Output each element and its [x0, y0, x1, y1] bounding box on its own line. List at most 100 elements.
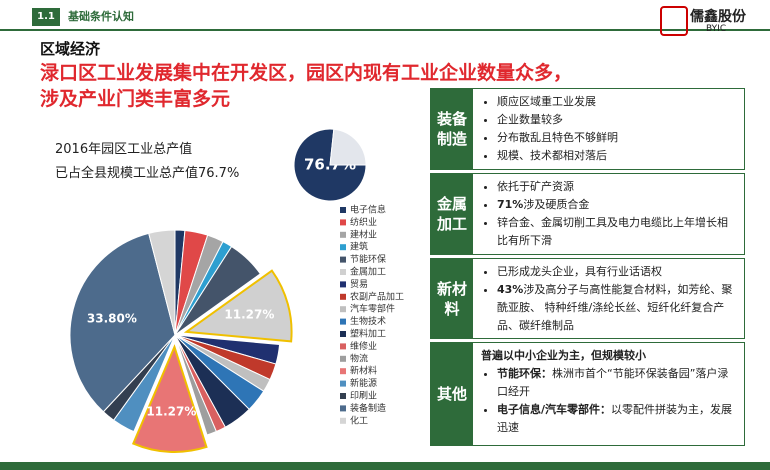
pie-slice — [174, 334, 218, 436]
legend-swatch — [340, 293, 346, 300]
table-row: 新材料 已形成龙头企业，具有行业话语权 43%涉及高分子与高性能复合材料，如芳纶、聚… — [430, 258, 745, 339]
legend-label: 化工 — [350, 414, 368, 426]
bullet-lead: 节能环保： — [497, 367, 552, 380]
legend-label: 汽车零部件 — [350, 303, 395, 315]
legend-swatch — [340, 281, 346, 288]
bullet-text: 株洲市首个“节能环保装备园”落户渌口经开 — [497, 367, 729, 398]
legend-swatch — [340, 269, 346, 275]
legend-swatch — [340, 231, 346, 238]
logo-sub: BYIC — [706, 24, 727, 34]
legend-label: 新材料 — [350, 365, 377, 377]
section-title: 基础条件认知 — [68, 10, 134, 23]
legend-swatch — [340, 393, 346, 399]
row-content: 普遍以中小企业为主，但规模较小节能环保：株洲市首个“节能环保装备园”落户渌口经开… — [473, 343, 744, 445]
headline: 渌口区工业发展集中在开发区，园区内现有工业企业数量众多， 涉及产业门类丰富多元 — [40, 60, 572, 112]
data-label: 33.80% — [87, 311, 137, 325]
bullet-text: 已形成龙头企业，具有行业话语权 — [497, 265, 662, 278]
legend-swatch — [340, 405, 346, 412]
bullet-item: 顺应区域重工业发展 — [497, 93, 738, 111]
legend-label: 印刷业 — [350, 390, 377, 402]
legend-swatch — [340, 244, 346, 251]
bullet-list: 节能环保：株洲市首个“节能环保装备园”落户渌口经开电子信息/汽车零部件：以零配件… — [481, 365, 738, 437]
legend-swatch — [340, 331, 346, 337]
row-label: 装备制造 — [431, 89, 473, 169]
pie-slice — [69, 232, 176, 413]
bullet-text: 涉及高分子与高性能复合材料，如芳纶、聚酰亚胺、 特种纤维/涤纶长丝、短纤化纤复合… — [497, 283, 733, 332]
subtitle: 区域经济 — [40, 40, 101, 58]
bullet-list: 顺应区域重工业发展企业数量较多分布散乱且特色不够鲜明规模、技术都相对落后 — [481, 93, 738, 165]
legend-swatch — [340, 219, 346, 226]
bullet-item: 锌合金、金属切削工具及电力电缆比上年增长相比有所下滑 — [497, 214, 738, 250]
bullet-item: 已形成龙头企业，具有行业话语权 — [497, 263, 738, 281]
legend-swatch — [340, 417, 346, 424]
legend-label: 维修业 — [350, 340, 377, 352]
bullet-text: 企业数量较多 — [497, 113, 563, 126]
legend-label: 金属加工 — [350, 266, 386, 278]
legend-swatch — [340, 368, 346, 375]
legend-label: 生物技术 — [350, 315, 386, 327]
table-row: 金属加工 依托于矿产资源 71%涉及硬质合金锌合金、金属切削工具及电力电缆比上年增长… — [430, 173, 745, 255]
row-content: 顺应区域重工业发展企业数量较多分布散乱且特色不够鲜明规模、技术都相对落后 — [473, 89, 744, 169]
pie-slice — [131, 344, 208, 453]
bullet-lead: 电子信息/汽车零部件： — [497, 403, 612, 416]
row-content: 依托于矿产资源 71%涉及硬质合金锌合金、金属切削工具及电力电缆比上年增长相比有所… — [473, 174, 744, 254]
bullet-list: 依托于矿产资源 71%涉及硬质合金锌合金、金属切削工具及电力电缆比上年增长相比有所… — [481, 178, 738, 250]
legend-swatch — [340, 256, 346, 263]
bullet-item: 依托于矿产资源 — [497, 178, 738, 196]
headline-line: 涉及产业门类丰富多元 — [40, 88, 231, 110]
row-label: 新材料 — [431, 259, 473, 338]
pie-slice — [293, 128, 367, 202]
stat-line: 已占全县规模工业总产值76.7% — [55, 166, 240, 181]
legend-swatch — [340, 318, 346, 325]
legend-swatch — [340, 380, 346, 387]
row-label: 其他 — [431, 343, 473, 445]
bullet-item: 电子信息/汽车零部件：以零配件拼装为主，发展迅速 — [497, 401, 738, 437]
legend-label: 电子信息 — [350, 204, 386, 216]
legend-label: 新能源 — [350, 377, 377, 389]
legend-label: 建筑 — [350, 241, 368, 253]
legend-label: 装备制造 — [350, 402, 386, 414]
bullet-lead: 43% — [497, 283, 524, 296]
industry-table: 装备制造顺应区域重工业发展企业数量较多分布散乱且特色不够鲜明规模、技术都相对落后… — [430, 88, 745, 449]
bullet-text: 依托于矿产资源 — [497, 180, 574, 193]
row-content: 已形成龙头企业，具有行业话语权 43%涉及高分子与高性能复合材料，如芳纶、聚酰亚胺… — [473, 259, 744, 338]
legend-label: 贸易 — [350, 278, 368, 290]
footer-bar — [0, 462, 770, 470]
data-label: 11.27% — [146, 405, 196, 419]
legend-label: 农副产品加工 — [350, 290, 404, 302]
legend-swatch — [340, 306, 346, 313]
bullet-item: 43%涉及高分子与高性能复合材料，如芳纶、聚酰亚胺、 特种纤维/涤纶长丝、短纤化… — [497, 281, 738, 335]
pie-slice — [329, 128, 367, 166]
legend-label: 物流 — [350, 352, 368, 364]
bullet-item: 节能环保：株洲市首个“节能环保装备园”落户渌口经开 — [497, 365, 738, 401]
row-label: 金属加工 — [431, 174, 473, 254]
bullet-item: 规模、技术都相对落后 — [497, 147, 738, 165]
legend-swatch — [340, 343, 346, 350]
table-row: 其他普遍以中小企业为主，但规模较小节能环保：株洲市首个“节能环保装备园”落户渌口… — [430, 342, 745, 446]
logo-text: 儒鑫股份 — [690, 9, 746, 25]
header-rule — [0, 29, 770, 31]
pie-slice — [148, 229, 176, 336]
bullet-item: 分布散乱且特色不够鲜明 — [497, 129, 738, 147]
legend-label: 建材业 — [350, 228, 377, 240]
bullet-text: 以零配件拼装为主，发展迅速 — [497, 403, 733, 434]
data-label: 11.27% — [224, 307, 274, 321]
bullet-text: 涉及硬质合金 — [523, 198, 590, 211]
legend-swatch — [340, 207, 346, 213]
chart: 76.7%11.27%11.27%33.80%电子信息纺织业建材业建筑节能环保金… — [69, 128, 404, 453]
bullet-item: 企业数量较多 — [497, 111, 738, 129]
logo-mark — [660, 6, 688, 36]
legend-label: 塑料加工 — [350, 328, 386, 340]
bullet-lead: 71% — [497, 198, 524, 211]
legend-swatch — [340, 355, 346, 362]
stat-line: 2016年园区工业总产值 — [55, 142, 193, 157]
bullet-text: 规模、技术都相对落后 — [497, 149, 607, 162]
legend-label: 纺织业 — [350, 216, 377, 228]
legend-label: 节能环保 — [350, 253, 386, 265]
section-number: 1.1 — [32, 8, 60, 26]
bullet-list: 已形成龙头企业，具有行业话语权 43%涉及高分子与高性能复合材料，如芳纶、聚酰亚胺… — [481, 263, 738, 335]
bullet-text: 锌合金、金属切削工具及电力电缆比上年增长相比有所下滑 — [497, 216, 728, 247]
table-row: 装备制造顺应区域重工业发展企业数量较多分布散乱且特色不够鲜明规模、技术都相对落后 — [430, 88, 745, 170]
bullet-text: 顺应区域重工业发展 — [497, 95, 596, 108]
